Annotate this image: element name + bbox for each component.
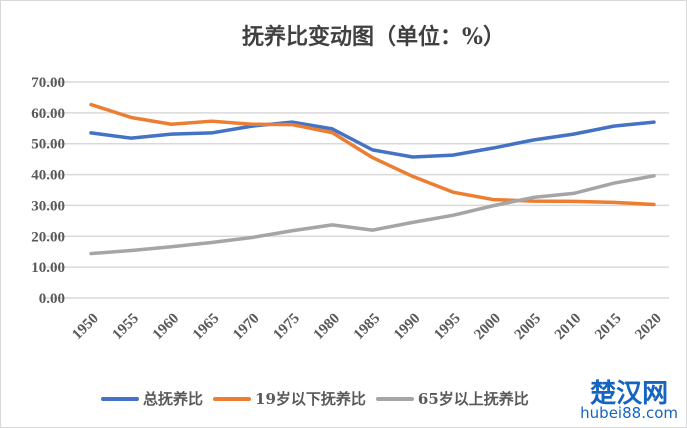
x-tick-label: 1975 — [270, 311, 303, 344]
legend: 总抚养比 19岁以下抚养比 65岁以上抚养比 — [101, 388, 529, 409]
legend-label: 19岁以下抚养比 — [255, 390, 366, 408]
y-tick-label: 40.00 — [31, 168, 65, 184]
chart-title: 抚养比变动图（单位：%） — [242, 24, 505, 50]
x-tick-label: 2020 — [632, 311, 665, 344]
y-tick-label: 50.00 — [31, 137, 65, 153]
y-tick-label: 0.00 — [39, 291, 65, 307]
x-tick-label: 1965 — [190, 311, 223, 344]
legend-item: 总抚养比 — [101, 388, 203, 409]
y-tick-label: 60.00 — [31, 106, 65, 122]
x-tick-label: 1955 — [110, 311, 143, 344]
y-tick-label: 20.00 — [31, 229, 65, 245]
x-tick-label: 1995 — [431, 311, 464, 344]
x-tick-label: 1990 — [391, 311, 424, 344]
series-line — [89, 174, 656, 256]
x-tick-label: 2005 — [512, 311, 545, 344]
series-line — [89, 102, 656, 207]
series-line — [89, 120, 656, 159]
legend-label: 65岁以上抚养比 — [417, 390, 529, 408]
x-tick-label: 1970 — [230, 311, 263, 344]
watermark-logo: 楚汉网 hubei88.com — [580, 379, 678, 422]
y-tick-label: 70.00 — [31, 75, 65, 91]
x-tick-label: 2010 — [552, 311, 585, 344]
x-tick-label: 2015 — [592, 311, 625, 344]
x-tick-label: 1950 — [69, 311, 102, 344]
x-tick-label: 1960 — [150, 311, 183, 344]
x-tick-label: 2000 — [471, 311, 504, 344]
legend-swatch — [375, 396, 414, 401]
legend-item: 65岁以上抚养比 — [375, 388, 529, 409]
legend-label: 总抚养比 — [143, 390, 204, 408]
legend-swatch — [213, 396, 252, 401]
y-tick-label: 10.00 — [31, 260, 65, 276]
x-tick-label: 1985 — [351, 311, 384, 344]
x-tick-label: 1980 — [311, 311, 344, 344]
y-tick-label: 30.00 — [31, 198, 65, 214]
legend-swatch — [101, 396, 139, 401]
legend-item: 19岁以下抚养比 — [213, 388, 366, 409]
